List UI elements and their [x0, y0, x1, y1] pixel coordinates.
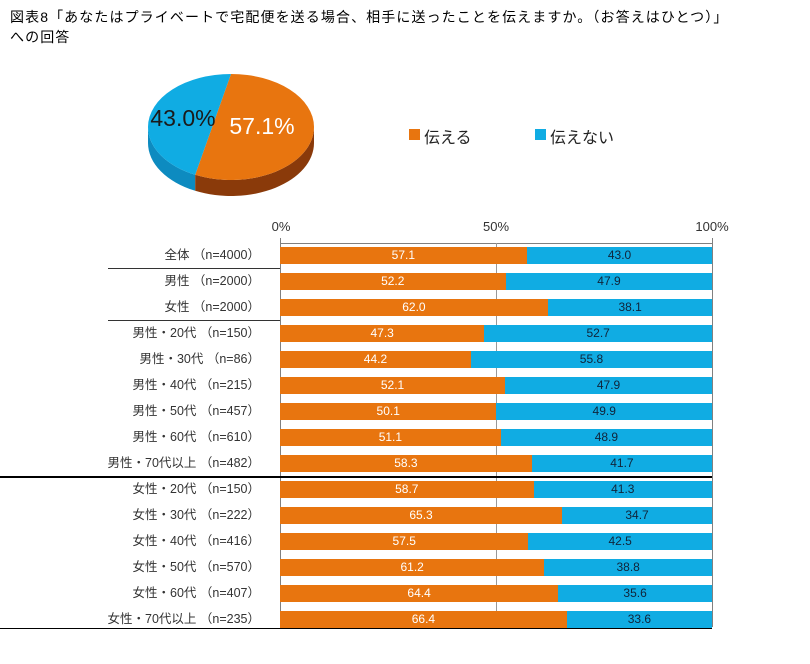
- svg-text:43.0%: 43.0%: [150, 105, 215, 131]
- svg-text:57.1%: 57.1%: [229, 113, 294, 139]
